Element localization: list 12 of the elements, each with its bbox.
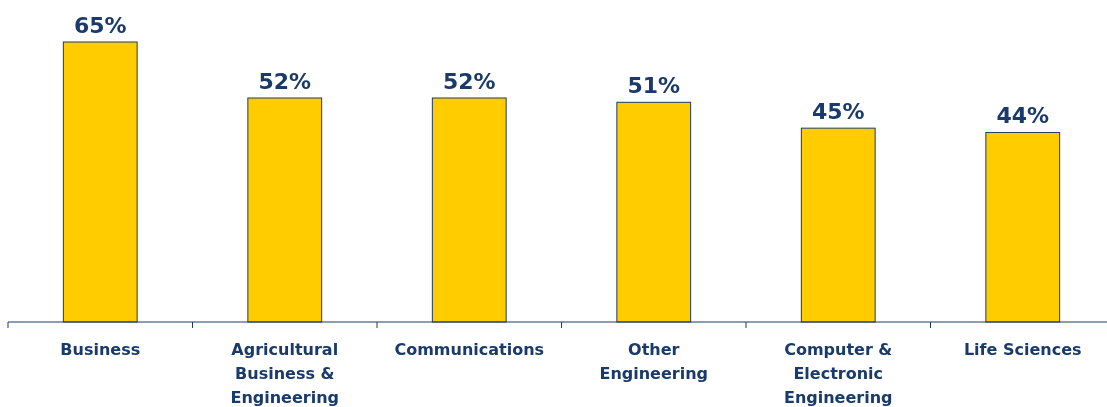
data-label: 65% xyxy=(73,13,127,38)
x-tick-label: Life Sciences xyxy=(963,340,1082,359)
x-tick-label: Agricultural Business & Engineering xyxy=(230,340,340,407)
data-label: 52% xyxy=(442,69,496,94)
x-tick-label: Communications xyxy=(394,340,545,359)
data-label: 44% xyxy=(996,103,1050,129)
data-label: 52% xyxy=(258,69,312,94)
x-tick-label: Computer & Electronic Engineering xyxy=(783,340,893,407)
x-tick-label: Business xyxy=(60,340,141,359)
data-label: 51% xyxy=(627,73,681,99)
data-label: 45% xyxy=(811,99,865,125)
x-tick-label: Other Engineering xyxy=(599,340,709,383)
